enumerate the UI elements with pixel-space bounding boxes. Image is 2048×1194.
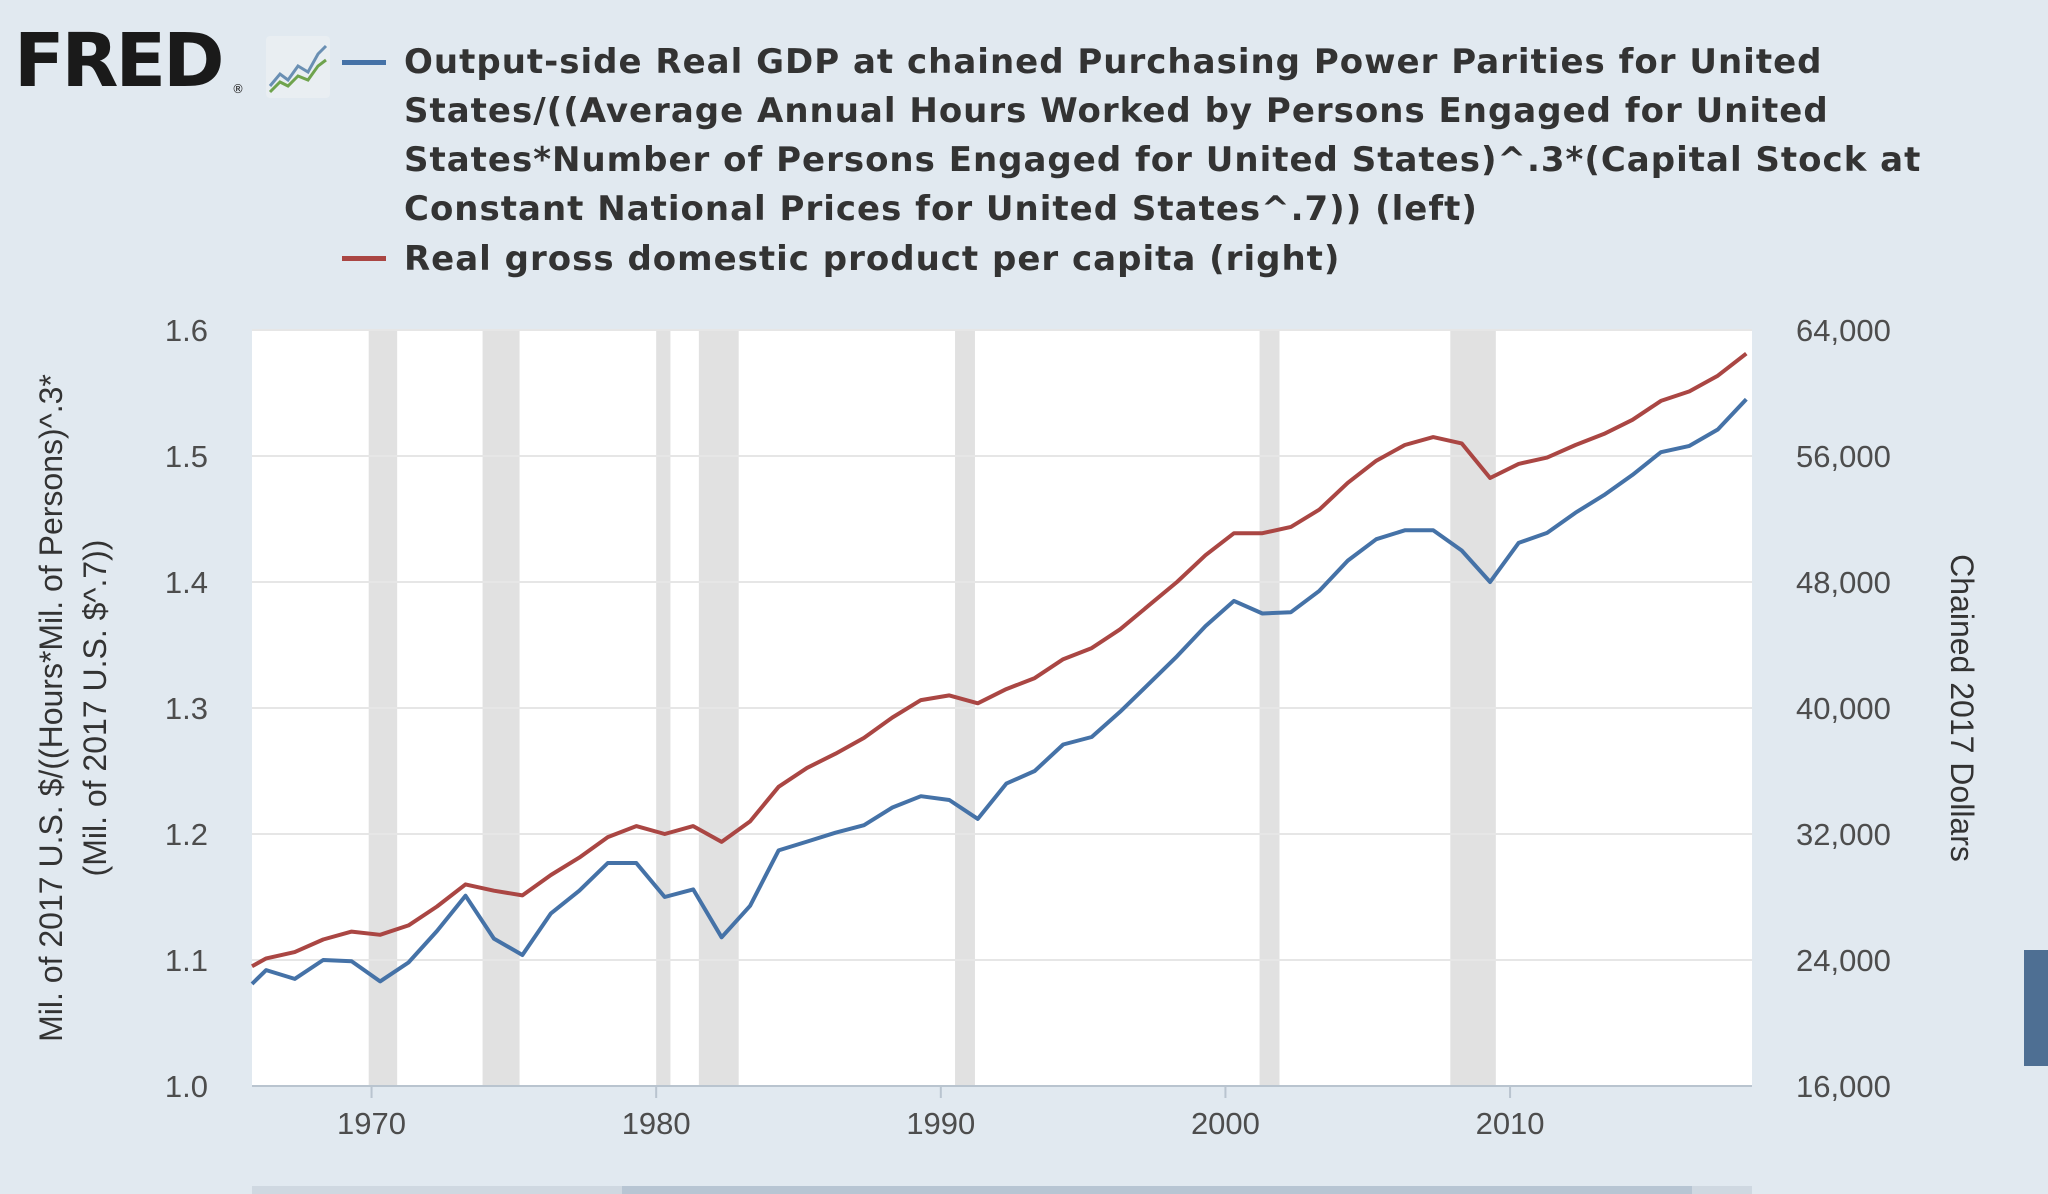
series-line-right[interactable] [251, 352, 1748, 969]
left-tick-label: 1.5 [165, 439, 208, 474]
right-tick-label: 40,000 [1796, 691, 1891, 726]
left-tick-label: 1.6 [165, 313, 208, 348]
left-tick-label: 1.0 [165, 1069, 208, 1104]
fred-wordmark: FRED [14, 18, 225, 104]
left-tick-label: 1.3 [165, 691, 208, 726]
left-axis-title-line-1: Mil. of 2017 U.S. $/((Hours*Mil. of Pers… [33, 374, 69, 1042]
chart-header: FRED ® Output-side Real GDP at chained P… [0, 0, 2048, 300]
legend-swatch-red [342, 256, 386, 261]
gridlines [252, 329, 1752, 1087]
right-axis-ticks: 16,000 24,000 32,000 40,000 48,000 56,000 64,0… [1796, 313, 1891, 1104]
left-axis-title-line-2: (Mil. of 2017 U.S. $^.7)) [77, 540, 113, 877]
registered-mark: ® [232, 82, 244, 96]
right-axis-title: Chained 2017 Dollars [1944, 554, 1980, 862]
x-tick-label: 1980 [622, 1106, 691, 1141]
x-tick-label: 1970 [337, 1106, 406, 1141]
x-tick-label: 2010 [1476, 1106, 1545, 1141]
line-chart-icon [266, 36, 330, 98]
right-tick-label: 16,000 [1796, 1069, 1891, 1104]
legend-swatch-blue [342, 60, 386, 65]
left-axis-ticks: 1.0 1.1 1.2 1.3 1.4 1.5 1.6 [165, 313, 208, 1104]
series-line-left[interactable] [250, 397, 1748, 986]
right-tick-label: 64,000 [1796, 313, 1891, 348]
right-tick-label: 24,000 [1796, 943, 1891, 978]
left-tick-label: 1.2 [165, 817, 208, 852]
right-tick-label: 48,000 [1796, 565, 1891, 600]
legend-label-left-series: Output-side Real GDP at chained Purchasi… [404, 42, 1935, 229]
x-tick-label: 2000 [1191, 1106, 1260, 1141]
left-tick-label: 1.4 [165, 565, 208, 600]
series-lines [250, 352, 1748, 986]
x-tick-label: 1990 [906, 1106, 975, 1141]
legend-label-right-series: Real gross domestic product per capita (… [404, 239, 1341, 279]
x-axis-ticks: 1970 1980 1990 2000 2010 [337, 1086, 1545, 1141]
left-tick-label: 1.1 [165, 943, 208, 978]
right-tick-label: 56,000 [1796, 439, 1891, 474]
range-slider-handle[interactable] [622, 1186, 1692, 1194]
scrollbar-handle[interactable] [2024, 950, 2048, 1066]
right-tick-label: 32,000 [1796, 817, 1891, 852]
